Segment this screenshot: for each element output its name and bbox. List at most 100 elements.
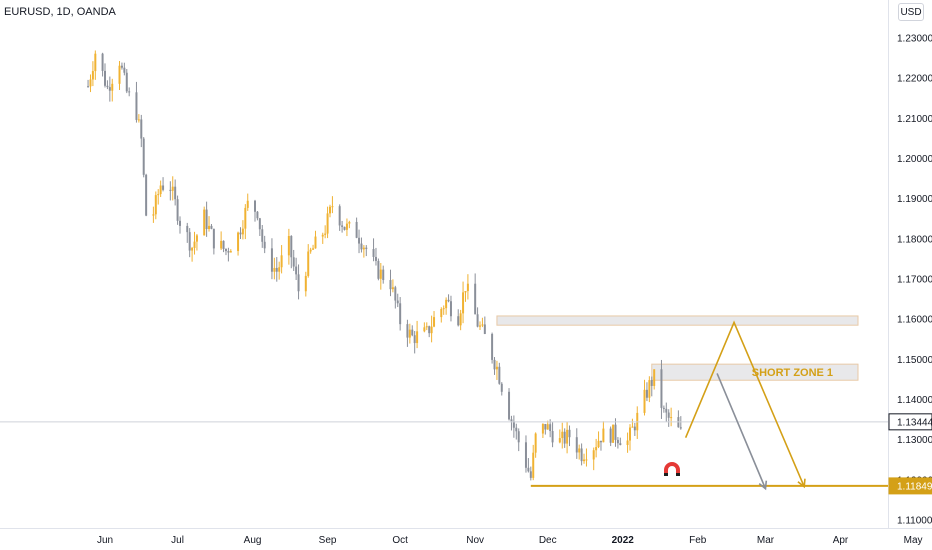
candle-body: [345, 223, 348, 230]
candle-body: [633, 426, 636, 431]
candle-body: [372, 249, 375, 257]
candle-body: [629, 427, 631, 441]
candle-body: [152, 214, 155, 216]
x-tick-label: Mar: [757, 535, 775, 546]
candle-body: [425, 326, 428, 328]
y-tick-label: 1.22000: [897, 74, 932, 85]
candle-body: [270, 248, 273, 272]
candle-body: [89, 79, 92, 87]
candle-body: [464, 291, 467, 293]
candle-body: [515, 427, 518, 432]
candle-body: [379, 269, 382, 279]
candle-body: [169, 189, 172, 191]
candle-body: [329, 206, 331, 214]
candle-body: [585, 459, 588, 461]
candle-body: [527, 467, 530, 472]
candle-body: [254, 200, 256, 212]
candle-body: [324, 233, 327, 235]
candle-body: [157, 194, 160, 196]
candle-body: [476, 314, 479, 327]
candle-body: [566, 429, 569, 444]
candle-body: [551, 431, 554, 443]
candle-body: [348, 221, 351, 224]
candle-body: [389, 280, 392, 290]
candle-body: [430, 326, 433, 334]
candle-body: [411, 329, 414, 336]
x-tick-label: Sep: [319, 535, 337, 546]
y-tick-label: 1.19000: [897, 194, 932, 205]
candle-body: [179, 220, 181, 226]
candle-body: [662, 407, 665, 409]
candle-body: [645, 389, 648, 398]
candle-body: [619, 443, 622, 446]
candle-body: [212, 228, 215, 249]
x-tick-label: Jul: [171, 535, 184, 546]
candle-body: [358, 237, 361, 244]
candle-body: [142, 138, 145, 175]
candle-body: [287, 236, 290, 256]
candle-body: [87, 86, 90, 88]
y-tick-label: 1.23000: [897, 34, 932, 45]
bearish-arrow[interactable]: [716, 373, 767, 489]
candle-body: [667, 412, 670, 418]
candle-body: [227, 251, 230, 253]
candle-body: [583, 459, 586, 462]
candle-body: [679, 427, 682, 429]
candle-body: [544, 423, 547, 430]
candle-body: [94, 53, 97, 72]
candle-body: [428, 326, 431, 334]
candle-body: [278, 267, 281, 272]
candle-body: [343, 226, 346, 230]
candle-body: [495, 366, 498, 370]
candles-layer: [87, 50, 682, 481]
candle-body: [188, 232, 191, 251]
candle-body: [534, 433, 537, 453]
candle-body: [406, 324, 409, 338]
candle-body: [162, 185, 165, 190]
candle-body: [321, 234, 324, 237]
candle-body: [512, 421, 515, 428]
candle-body: [241, 228, 244, 235]
candle-body: [500, 383, 503, 392]
candle-body: [529, 471, 532, 478]
candle-body: [101, 53, 104, 71]
candle-body: [331, 206, 334, 208]
candle-body: [210, 225, 213, 229]
y-tick-label: 1.17000: [897, 275, 932, 286]
candle-body: [382, 269, 385, 281]
candle-body: [220, 240, 223, 249]
y-tick-label: 1.14000: [897, 395, 932, 406]
candle-body: [462, 292, 465, 314]
candle-body: [665, 408, 668, 413]
candle-body: [224, 248, 227, 252]
candle-body: [498, 366, 501, 384]
candle-body: [314, 236, 317, 249]
candle-body: [524, 442, 527, 468]
candle-body: [399, 303, 402, 325]
candle-body: [546, 424, 549, 430]
candle-body: [532, 452, 535, 478]
candle-body: [650, 380, 653, 386]
support-level-badge-bg: [888, 477, 932, 495]
candle-body: [263, 241, 266, 249]
currency-button[interactable]: USD: [898, 3, 924, 21]
candle-body: [423, 327, 426, 332]
candle-body: [120, 65, 123, 68]
candle-body: [159, 185, 162, 195]
candle-body: [338, 206, 341, 226]
candle-body: [256, 211, 259, 219]
candle-body: [445, 299, 448, 309]
candle-body: [111, 83, 114, 91]
x-tick-label: Jun: [97, 535, 113, 546]
x-tick-label: Aug: [244, 535, 262, 546]
candle-body: [459, 313, 462, 326]
candle-body: [205, 209, 208, 230]
y-axis[interactable]: 1.23000 1.22000 1.21000 1.20000 1.19000 1.180…: [888, 34, 932, 527]
projection-path[interactable]: [684, 320, 805, 487]
x-tick-label: Apr: [833, 535, 849, 546]
candle-body: [442, 308, 445, 310]
upper-zone-rect[interactable]: [496, 315, 859, 326]
x-axis[interactable]: Jun Jul Aug Sep Oct Nov Dec 2022 Feb Mar Apr May: [97, 535, 923, 546]
x-tick-label: Dec: [539, 535, 557, 546]
